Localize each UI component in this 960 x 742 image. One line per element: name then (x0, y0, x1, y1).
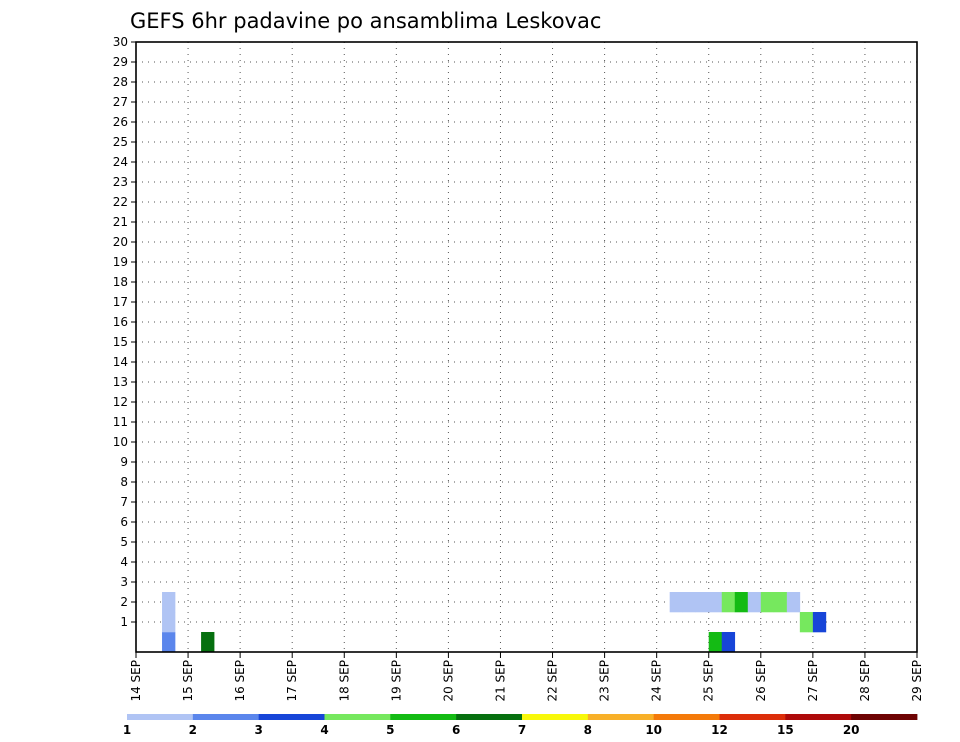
y-tick-label: 16 (113, 315, 128, 329)
x-tick-label: 23 SEP (598, 660, 612, 702)
y-tick-label: 29 (113, 55, 128, 69)
y-tick-label: 6 (120, 515, 128, 529)
colorbar-swatch (719, 714, 786, 720)
y-tick-label: 24 (113, 155, 128, 169)
x-tick-label: 24 SEP (650, 660, 664, 702)
colorbar-label: 20 (843, 723, 860, 737)
y-tick-label: 5 (120, 535, 128, 549)
colorbar-swatch (456, 714, 523, 720)
heatmap-cell (695, 592, 710, 613)
colorbar-label: 10 (645, 723, 662, 737)
heatmap-cell (708, 632, 723, 653)
y-tick-label: 21 (113, 215, 128, 229)
colorbar-label: 6 (452, 723, 460, 737)
x-tick-label: 22 SEP (546, 660, 560, 702)
heatmap-cell (708, 592, 723, 613)
colorbar-swatch (851, 714, 918, 720)
y-tick-label: 14 (113, 355, 128, 369)
heatmap-cell (162, 612, 176, 633)
colorbar-label: 8 (584, 723, 592, 737)
y-tick-label: 23 (113, 175, 128, 189)
y-tick-label: 9 (120, 455, 128, 469)
y-tick-label: 19 (113, 255, 128, 269)
heatmap-cell (812, 612, 827, 633)
heatmap-cell (682, 592, 697, 613)
colorbar-label: 3 (254, 723, 262, 737)
y-tick-label: 3 (120, 575, 128, 589)
x-tick-label: 16 SEP (233, 660, 247, 702)
y-tick-label: 20 (113, 235, 128, 249)
x-tick-label: 26 SEP (754, 660, 768, 702)
y-tick-label: 30 (113, 35, 128, 49)
cell-layer (162, 592, 827, 653)
y-tick-label: 17 (113, 295, 128, 309)
y-tick-label: 7 (120, 495, 128, 509)
x-tick-label: 27 SEP (806, 660, 820, 702)
y-tick-label: 27 (113, 95, 128, 109)
heatmap-cell (201, 632, 215, 653)
y-tick-label: 12 (113, 395, 128, 409)
colorbar-swatch (587, 714, 655, 720)
axes: 1234567891011121314151617181920212223242… (113, 35, 924, 702)
y-tick-label: 4 (120, 555, 128, 569)
y-tick-label: 10 (113, 435, 128, 449)
y-tick-label: 28 (113, 75, 128, 89)
colorbar-label: 4 (320, 723, 328, 737)
heatmap-cell (799, 612, 814, 633)
heatmap-cell (747, 592, 762, 613)
x-tick-label: 15 SEP (181, 660, 195, 702)
y-tick-label: 2 (120, 595, 128, 609)
heatmap-cell (773, 592, 788, 613)
y-tick-label: 11 (113, 415, 128, 429)
x-tick-label: 20 SEP (441, 660, 455, 702)
heatmap-cell (721, 592, 736, 613)
x-tick-label: 19 SEP (389, 660, 403, 702)
colorbar-label: 12 (711, 723, 728, 737)
y-tick-label: 15 (113, 335, 128, 349)
heatmap-cell (162, 592, 176, 613)
x-tick-label: 21 SEP (493, 660, 507, 702)
heatmap-cell (786, 592, 801, 613)
y-tick-label: 13 (113, 375, 128, 389)
colorbar-label: 7 (518, 723, 526, 737)
x-tick-label: 14 SEP (129, 660, 143, 702)
heatmap-cell (669, 592, 683, 613)
colorbar-swatch (192, 714, 260, 720)
colorbar-swatch (653, 714, 720, 720)
y-tick-label: 22 (113, 195, 128, 209)
colorbar-label: 15 (777, 723, 794, 737)
heatmap-cell (760, 592, 775, 613)
x-tick-label: 29 SEP (910, 660, 924, 702)
y-tick-label: 25 (113, 135, 128, 149)
y-tick-label: 1 (120, 615, 128, 629)
colorbar-label: 2 (189, 723, 197, 737)
colorbar-swatch (258, 714, 325, 720)
heatmap-cell (721, 632, 736, 653)
x-tick-label: 17 SEP (285, 660, 299, 702)
y-tick-label: 8 (120, 475, 128, 489)
colorbar-label: 5 (386, 723, 394, 737)
colorbar-swatch (324, 714, 391, 720)
x-tick-label: 25 SEP (702, 660, 716, 702)
grid-lines (136, 41, 917, 652)
chart-title: GEFS 6hr padavine po ansamblima Leskovac (130, 9, 601, 33)
colorbar-swatch (127, 714, 194, 720)
y-tick-label: 18 (113, 275, 128, 289)
colorbar-label: 1 (123, 723, 131, 737)
heatmap-cell (162, 632, 176, 653)
colorbar-swatch (522, 714, 589, 720)
heatmap-cell (734, 592, 749, 613)
plot-frame (135, 41, 918, 653)
colorbar: 1 2 3 4 5 6 7 8 10 12 15 20 (123, 714, 918, 737)
colorbar-swatch (390, 714, 457, 720)
x-tick-label: 18 SEP (337, 660, 351, 702)
y-tick-label: 26 (113, 115, 128, 129)
colorbar-swatch (785, 714, 852, 720)
x-tick-label: 28 SEP (858, 660, 872, 702)
